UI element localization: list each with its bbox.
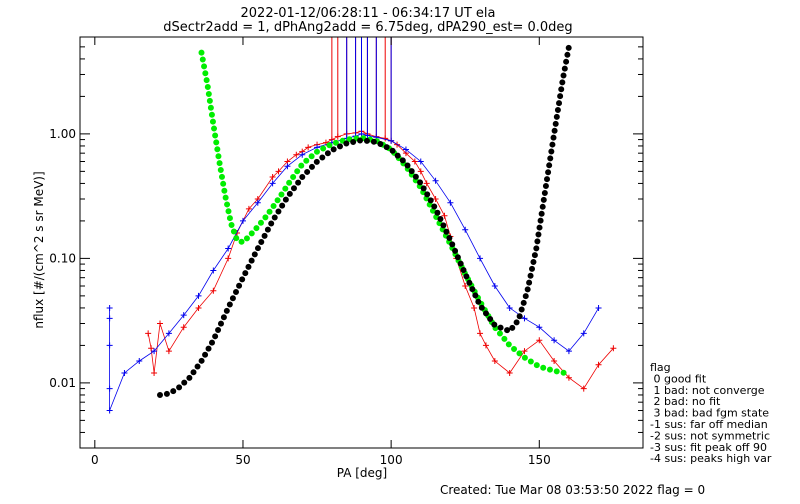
flag-legend: flag 0 good fit 1 bad: not converge 2 ba… xyxy=(650,361,772,465)
scatter-marker-0-2 xyxy=(151,370,158,377)
scatter-marker-0-39 xyxy=(471,304,478,311)
scatter-marker-0-13 xyxy=(275,168,282,175)
x-tick-label-3: 150 xyxy=(528,453,551,467)
scatter-marker-0-47 xyxy=(565,374,572,381)
scatter-marker-0-34 xyxy=(432,195,439,202)
scatter-marker-1-34 xyxy=(521,315,528,322)
scatter-marker-0-43 xyxy=(506,370,513,377)
scatter-marker-1-36 xyxy=(551,337,558,344)
axis-ticks: 0 50 100 150 0.01 0.10 1.00 xyxy=(49,36,643,467)
scatter-marker-1-1 xyxy=(106,315,113,322)
chart-subtitle: dSectr2add = 1, dPhAng2add = 6.75deg, dP… xyxy=(163,20,572,35)
scatter-marker-1-27 xyxy=(417,158,424,165)
scatter-marker-0-3 xyxy=(157,320,164,327)
scatter-marker-0-46 xyxy=(551,357,558,364)
fit-curve-1 xyxy=(157,43,572,398)
scatter-marker-1-2 xyxy=(106,342,113,349)
scatter-marker-1-31 xyxy=(477,255,484,262)
scatter-marker-1-38 xyxy=(580,330,587,337)
scatter-marker-0-17 xyxy=(305,144,312,151)
plot-frame xyxy=(79,36,644,449)
y-tick-label-2: 1.00 xyxy=(49,127,76,141)
scatter-marker-1-10 xyxy=(195,292,202,299)
creation-footer: Created: Tue Mar 08 03:53:50 2022 flag =… xyxy=(440,483,705,497)
scatter-marker-0-38 xyxy=(462,283,469,290)
scatter-line-1 xyxy=(109,133,599,411)
scatter-marker-1-32 xyxy=(491,283,498,290)
scatter-marker-1-9 xyxy=(180,312,187,319)
scatter-marker-0-1 xyxy=(148,345,155,352)
scatter-marker-0-42 xyxy=(491,357,498,364)
scatter-marker-0-41 xyxy=(482,342,489,349)
scatter-marker-0-49 xyxy=(595,361,602,368)
scatter-marker-1-35 xyxy=(536,324,543,331)
chart-title: 2022-01-12/06:28:11 - 06:34:17 UT ela xyxy=(241,6,496,21)
scatter-marker-0-44 xyxy=(521,348,528,355)
scatter-marker-1-7 xyxy=(151,348,158,355)
scatter-marker-1-3 xyxy=(106,385,113,392)
x-axis-label: PA [deg] xyxy=(337,466,387,480)
scatter-marker-1-6 xyxy=(136,357,143,364)
legend-entry-5: -1 sus: far off median xyxy=(650,418,768,431)
x-tick-label-0: 0 xyxy=(91,453,99,467)
legend-entry-6: -2 sus: not symmetric xyxy=(650,429,770,442)
scatter-marker-1-4 xyxy=(106,407,113,414)
y-axis-label: nflux [#/(cm^2 s sr MeV)] xyxy=(32,171,46,328)
scatter-marker-1-26 xyxy=(402,146,409,153)
scatter-marker-0-31 xyxy=(411,158,418,165)
scatter-marker-1-5 xyxy=(121,370,128,377)
scatter-marker-1-33 xyxy=(506,304,513,311)
scatter-marker-0-15 xyxy=(293,151,300,158)
scatter-marker-1-30 xyxy=(462,226,469,233)
scatter-marker-1-37 xyxy=(565,348,572,355)
scatter-marker-1-11 xyxy=(210,267,217,274)
scatter-marker-0-6 xyxy=(195,304,202,311)
scatter-marker-1-29 xyxy=(447,199,454,206)
scatter-marker-1-28 xyxy=(432,177,439,184)
scatter-marker-0-8 xyxy=(225,255,232,262)
scatter-marker-1-0 xyxy=(106,304,113,311)
scatter-marker-1-15 xyxy=(269,180,276,187)
x-tick-label-1: 50 xyxy=(235,453,250,467)
scatter-marker-0-7 xyxy=(210,287,217,294)
legend-entry-3: 2 bad: no fit xyxy=(650,395,721,408)
y-tick-label-0: 0.01 xyxy=(49,376,76,390)
legend-entry-1: 0 good fit xyxy=(650,372,707,385)
plot-area xyxy=(106,37,617,414)
scatter-marker-0-5 xyxy=(180,324,187,331)
scatter-marker-0-0 xyxy=(145,330,152,337)
scatter-marker-0-32 xyxy=(417,168,424,175)
legend-entry-2: 1 bad: not converge xyxy=(650,384,765,397)
scatter-marker-0-33 xyxy=(423,180,430,187)
legend-entry-0: flag xyxy=(650,361,671,374)
scatter-marker-0-10 xyxy=(245,205,252,212)
scatter-marker-0-45 xyxy=(536,337,543,344)
peak-spikes xyxy=(331,37,392,141)
scatter-marker-0-50 xyxy=(610,345,617,352)
scatter-marker-1-39 xyxy=(595,304,602,311)
y-tick-label-1: 0.10 xyxy=(49,251,76,265)
scatter-marker-1-13 xyxy=(239,217,246,224)
x-tick-label-2: 100 xyxy=(380,453,403,467)
scatter-marker-0-12 xyxy=(269,174,276,181)
legend-entry-7: -3 sus: fit peak off 90 xyxy=(650,441,767,454)
legend-entry-4: 3 bad: bad fgm state xyxy=(650,407,769,420)
scatter-marker-1-14 xyxy=(254,199,261,206)
scatter-marker-1-12 xyxy=(225,245,232,252)
scatter-marker-0-48 xyxy=(580,385,587,392)
scatter-marker-1-16 xyxy=(284,163,291,170)
scatter-marker-0-4 xyxy=(165,348,172,355)
scatter-marker-0-35 xyxy=(441,212,448,219)
scatter-marker-1-8 xyxy=(165,330,172,337)
scatter-marker-1-17 xyxy=(299,151,306,158)
scatter-marker-0-40 xyxy=(477,330,484,337)
legend-entry-8: -4 sus: peaks high var xyxy=(650,452,772,465)
